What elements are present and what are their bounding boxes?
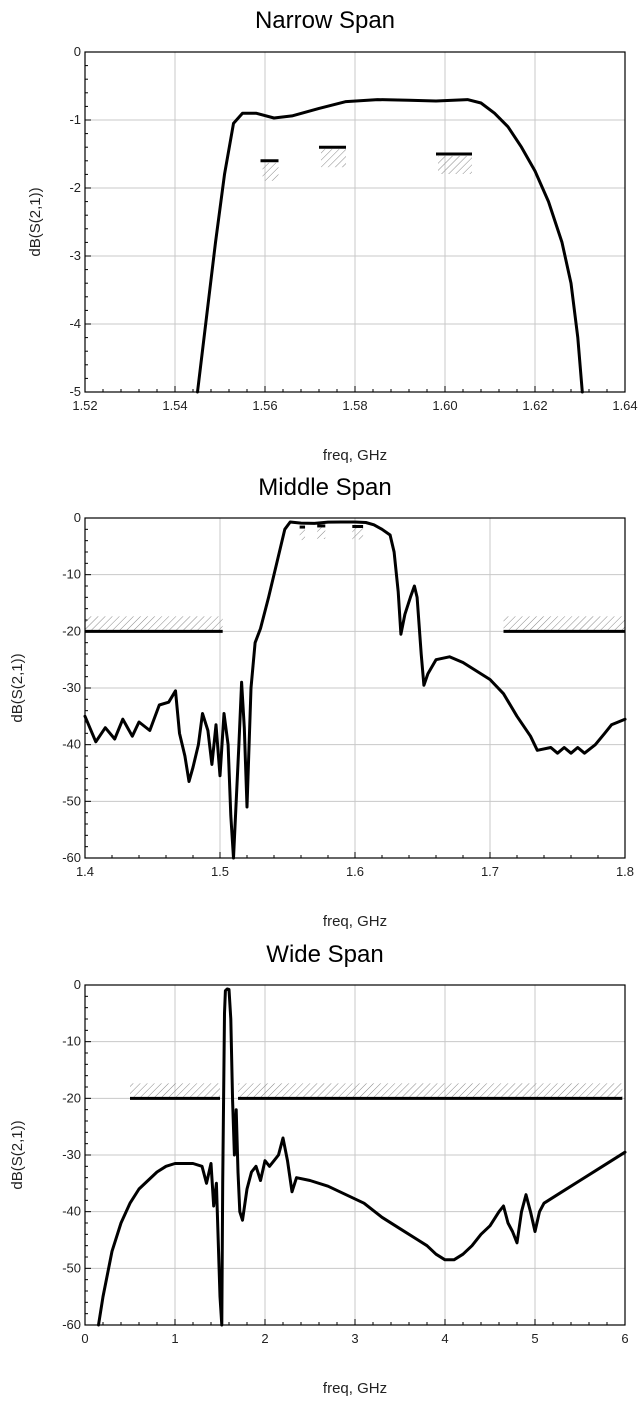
x-tick-label: 1.52 xyxy=(72,398,97,413)
y-axis-label: dB(S(2,1)) xyxy=(9,653,26,722)
x-tick-label: 0 xyxy=(81,1331,88,1346)
mask-hatch xyxy=(238,1083,623,1099)
x-tick-label: 1.4 xyxy=(76,864,94,879)
y-tick-label: -3 xyxy=(69,248,81,263)
x-axis-label: freq, GHz xyxy=(323,1380,387,1397)
mask-hatch xyxy=(130,1083,220,1099)
x-tick-labels: 0 1 2 3 4 5 6 xyxy=(81,1331,628,1346)
x-tick-label: 1.6 xyxy=(346,864,364,879)
y-tick-label: -30 xyxy=(62,1147,81,1162)
x-tick-label: 6 xyxy=(621,1331,628,1346)
y-tick-label: -20 xyxy=(62,1090,81,1105)
chart-title: Narrow Span xyxy=(255,7,395,34)
mask-regions xyxy=(85,524,625,633)
y-tick-labels: 0 -10 -20 -30 -40 -50 -60 xyxy=(62,510,81,865)
x-tick-labels: 1.4 1.5 1.6 1.7 1.8 xyxy=(76,864,634,879)
plot-frame xyxy=(84,517,626,859)
mask-hatch xyxy=(299,528,306,541)
mask-hatch xyxy=(438,156,472,174)
y-tick-labels: 0 -1 -2 -3 -4 -5 xyxy=(69,44,81,399)
x-tick-label: 1.8 xyxy=(616,864,634,879)
x-tick-label: 1.54 xyxy=(162,398,187,413)
data-series xyxy=(97,987,627,1327)
chart-narrow-span: Narrow Span 1.52 1.54 1.56 1.58 1.60 1.62 1.64… xyxy=(27,7,638,464)
y-tick-label: -20 xyxy=(62,623,81,638)
y-tick-label: -50 xyxy=(62,793,81,808)
y-tick-label: -1 xyxy=(69,112,81,127)
y-axis-label: dB(S(2,1)) xyxy=(9,1120,26,1189)
plot-frame xyxy=(84,984,626,1326)
y-tick-label: -10 xyxy=(62,567,81,582)
x-tick-label: 1.62 xyxy=(522,398,547,413)
mask-regions xyxy=(260,145,472,181)
y-axis-label: dB(S(2,1)) xyxy=(27,187,44,256)
x-tick-label: 1.64 xyxy=(612,398,637,413)
x-tick-label: 1.7 xyxy=(481,864,499,879)
y-tick-label: -50 xyxy=(62,1260,81,1275)
mask-hatch xyxy=(317,526,326,539)
x-tick-label: 1.56 xyxy=(252,398,277,413)
y-tick-label: 0 xyxy=(74,44,81,59)
data-series xyxy=(196,98,584,394)
mask-regions xyxy=(130,1083,623,1100)
y-tick-label: -40 xyxy=(62,1204,81,1219)
chart-middle-span: Middle Span 1.4 1.5 1.6 1.7 1.8 0 -10 -20 -30 -4… xyxy=(9,474,634,930)
mask-hatch xyxy=(503,616,625,632)
x-tick-label: 1.60 xyxy=(432,398,457,413)
y-tick-label: -2 xyxy=(69,180,81,195)
grid-lines xyxy=(84,517,626,859)
grid-lines xyxy=(84,984,626,1326)
x-tick-label: 1.5 xyxy=(211,864,229,879)
y-tick-label: -10 xyxy=(62,1034,81,1049)
y-tick-labels: 0 -10 -20 -30 -40 -50 -60 xyxy=(62,977,81,1332)
mask-hatch xyxy=(321,149,346,168)
x-tick-label: 3 xyxy=(351,1331,358,1346)
x-tick-label: 1 xyxy=(171,1331,178,1346)
series-line xyxy=(196,98,584,394)
y-tick-label: 0 xyxy=(74,977,81,992)
chart-title: Wide Span xyxy=(266,941,383,968)
series-line xyxy=(97,987,627,1327)
y-tick-label: -60 xyxy=(62,850,81,865)
y-tick-label: -60 xyxy=(62,1317,81,1332)
x-tick-label: 2 xyxy=(261,1331,268,1346)
y-tick-label: -30 xyxy=(62,680,81,695)
y-tick-label: 0 xyxy=(74,510,81,525)
y-tick-label: -5 xyxy=(69,384,81,399)
x-tick-label: 1.58 xyxy=(342,398,367,413)
x-tick-label: 5 xyxy=(531,1331,538,1346)
y-tick-label: -4 xyxy=(69,316,81,331)
series-line xyxy=(83,520,627,860)
mask-hatch xyxy=(352,527,364,540)
y-tick-label: -40 xyxy=(62,737,81,752)
mask-hatch xyxy=(85,616,223,632)
x-tick-labels: 1.52 1.54 1.56 1.58 1.60 1.62 1.64 xyxy=(72,398,637,413)
x-axis-label: freq, GHz xyxy=(323,447,387,464)
mask-hatch xyxy=(262,162,279,181)
x-tick-label: 4 xyxy=(441,1331,448,1346)
grid-lines xyxy=(84,51,626,393)
data-series xyxy=(83,520,627,860)
plot-frame xyxy=(84,51,626,393)
chart-title: Middle Span xyxy=(258,474,391,501)
chart-wide-span: Wide Span 0 1 2 3 4 5 6 0 -10 -20 -30 -40 -50 -60 fr… xyxy=(9,941,629,1397)
x-axis-label: freq, GHz xyxy=(323,913,387,930)
